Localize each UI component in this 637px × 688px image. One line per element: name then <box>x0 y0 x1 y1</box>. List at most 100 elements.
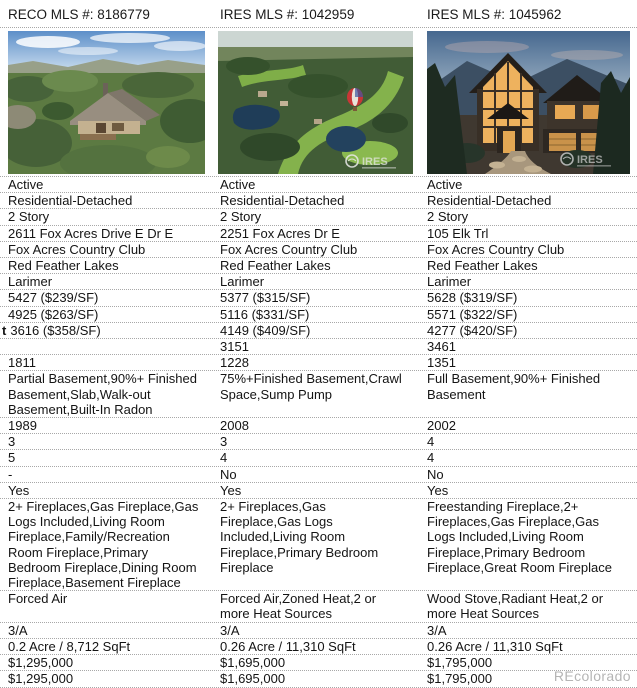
ires-watermark-text: IRES <box>362 156 388 168</box>
property-type-cell-1: Residential-Detached <box>0 193 212 208</box>
photo-cell-1 <box>0 28 212 176</box>
flag-row-2-cell-3: Yes <box>419 483 637 498</box>
cell-value: Freestanding Fireplace,2+ Fireplaces,Gas… <box>427 499 612 575</box>
property-type-cell-3: Residential-Detached <box>419 193 637 208</box>
aerial-forest-home-image <box>8 31 205 174</box>
cell-value: Active <box>220 177 256 192</box>
cell-value: $1,695,000 <box>220 671 286 687</box>
main-sqft-cell-1: 1811 <box>0 355 212 370</box>
price-cell-1: $1,295,000 <box>0 671 212 686</box>
cell-value: Partial Basement,90%+ Finished Basement,… <box>8 371 197 417</box>
row-flag-row-1: - No No <box>0 467 637 483</box>
row-upper-sqft: 3151 3461 <box>0 339 637 356</box>
cell-value: 2611 Fox Acres Drive E Dr E <box>8 225 174 241</box>
cell-value: 2002 <box>427 418 456 434</box>
row-property-type: Residential-Detached Residential-Detached… <box>0 193 637 210</box>
lot-size-cell-1: 0.2 Acre / 8,712 SqFt <box>0 639 212 654</box>
cell-value: Residential-Detached <box>8 193 133 209</box>
row-heating: Forced Air Forced Air,Zoned Heat,2 or mor… <box>0 591 637 623</box>
cell-value: Fox Acres Country Club <box>8 241 146 257</box>
photo-cell-3: IRES <box>419 28 637 176</box>
mls-number-1: RECO MLS #: 8186779 <box>8 6 150 22</box>
total-sqft-cell-1: 5427 ($239/SF) <box>0 290 212 305</box>
property-type-cell-2: Residential-Detached <box>212 193 419 208</box>
cell-value: 4 <box>220 450 228 466</box>
cell-value: Residential-Detached <box>427 193 552 209</box>
cell-value: 2 Story <box>8 209 50 225</box>
subdivision-cell-1: Fox Acres Country Club <box>0 242 212 257</box>
finished-sqft-cell-1: 4925 ($263/SF) <box>0 307 212 322</box>
cell-value: 0.2 Acre / 8,712 SqFt <box>8 638 131 654</box>
year-built-cell-2: 2008 <box>212 418 419 433</box>
cell-value: Forced Air,Zoned Heat,2 or more Heat Sou… <box>220 591 377 622</box>
row-main-sqft: 1811 1228 1351 <box>0 355 637 372</box>
address-cell-3: 105 Elk Trl <box>419 226 637 241</box>
aerial-golf-course-image: IRES <box>218 31 413 174</box>
cell-value: Fox Acres Country Club <box>427 241 565 257</box>
cell-value: 2008 <box>220 418 249 434</box>
cell-value: $1,795,000 <box>427 671 493 687</box>
county-cell-2: Larimer <box>212 274 419 289</box>
listing-photo-1[interactable] <box>8 31 205 174</box>
beds-cell-1: 3 <box>0 434 212 449</box>
finished-sqft-cell-2: 5116 ($331/SF) <box>212 307 419 322</box>
lot-size-cell-3: 0.26 Acre / 11,310 SqFt <box>419 639 637 654</box>
row-address: 2611 Fox Acres Drive E Dr E 2251 Fox Acre… <box>0 226 637 242</box>
basement-cell-3: Full Basement,90%+ Finished Basement <box>419 371 637 417</box>
cell-value: 3/A <box>220 622 240 638</box>
row-basement: Partial Basement,90%+ Finished Basement,… <box>0 371 637 419</box>
cell-value: 5116 ($331/SF) <box>220 306 310 322</box>
cell-value: 0.26 Acre / 11,310 SqFt <box>220 638 356 654</box>
ratio-row-cell-2: 3/A <box>212 623 419 638</box>
row-total-sqft: 5427 ($239/SF) 5377 ($315/SF) 5628 ($319/S… <box>0 290 637 307</box>
listing-photo-3[interactable]: IRES <box>427 31 630 174</box>
fireplaces-cell-1: 2+ Fireplaces,Gas Fireplace,Gas Logs Inc… <box>0 499 212 590</box>
cell-value: Yes <box>427 482 449 498</box>
flag-row-1-cell-3: No <box>419 467 637 482</box>
county-cell-1: Larimer <box>0 274 212 289</box>
cell-value: 1228 <box>220 355 249 371</box>
row-above-grade-sqft: t 3616 ($358/SF) 4149 ($409/SF) 4277 ($420/… <box>0 322 637 340</box>
cell-value: 4149 ($409/SF) <box>220 322 311 338</box>
basement-cell-2: 75%+Finished Basement,Crawl Space,Sump P… <box>212 371 419 417</box>
cell-value: 2+ Fireplaces,Gas Fireplace,Gas Logs Inc… <box>8 499 199 591</box>
cell-value: 105 Elk Trl <box>427 225 489 241</box>
cell-value: Wood Stove,Radiant Heat,2 or more Heat S… <box>427 591 604 622</box>
photo-cell-2: IRES <box>212 28 419 176</box>
status-cell-2: Active <box>212 177 419 192</box>
cell-value: Red Feather Lakes <box>220 258 331 274</box>
list-price-cell-1: $1,295,000 <box>0 655 212 670</box>
listing-photo-2[interactable]: IRES <box>218 31 413 174</box>
baths-cell-1: 5 <box>0 450 212 465</box>
fireplaces-cell-3: Freestanding Fireplace,2+ Fireplaces,Gas… <box>419 499 637 590</box>
upper-sqft-cell-2: 3151 <box>212 339 419 354</box>
total-sqft-cell-2: 5377 ($315/SF) <box>212 290 419 305</box>
row-beds: 3 3 4 <box>0 434 637 451</box>
ratio-row-cell-1: 3/A <box>0 623 212 638</box>
ires-watermark: IRES <box>560 152 611 167</box>
row-status: Active Active Active <box>0 177 637 194</box>
cell-value: 3461 <box>427 339 456 355</box>
row-price: $1,295,000 $1,695,000 $1,795,000 <box>0 671 637 688</box>
balloon-marker-icon <box>347 88 363 111</box>
row-finished-sqft: 4925 ($263/SF) 5116 ($331/SF) 5571 ($322/S… <box>0 307 637 323</box>
mls-number-3: IRES MLS #: 1045962 <box>427 6 562 22</box>
row-city: Red Feather Lakes Red Feather Lakes Red Fe… <box>0 258 637 275</box>
beds-cell-2: 3 <box>212 434 419 449</box>
cell-value: 2 Story <box>220 209 262 225</box>
flag-row-2-cell-1: Yes <box>0 483 212 498</box>
cell-value: No <box>427 466 444 482</box>
city-cell-3: Red Feather Lakes <box>419 258 637 273</box>
row-style: 2 Story 2 Story 2 Story <box>0 209 637 226</box>
cell-value: 4277 ($420/SF) <box>427 322 518 338</box>
subdivision-cell-3: Fox Acres Country Club <box>419 242 637 257</box>
cell-value: 2 Story <box>427 209 469 225</box>
comparison-table: Active Active Active Residential-Detached Re… <box>0 177 637 688</box>
upper-sqft-cell-3: 3461 <box>419 339 637 354</box>
cell-value: Red Feather Lakes <box>427 258 538 274</box>
cell-value: 3151 <box>220 339 249 355</box>
cell-value: 5 <box>8 450 16 466</box>
status-cell-3: Active <box>419 177 637 192</box>
cell-value: 3 <box>220 434 228 450</box>
